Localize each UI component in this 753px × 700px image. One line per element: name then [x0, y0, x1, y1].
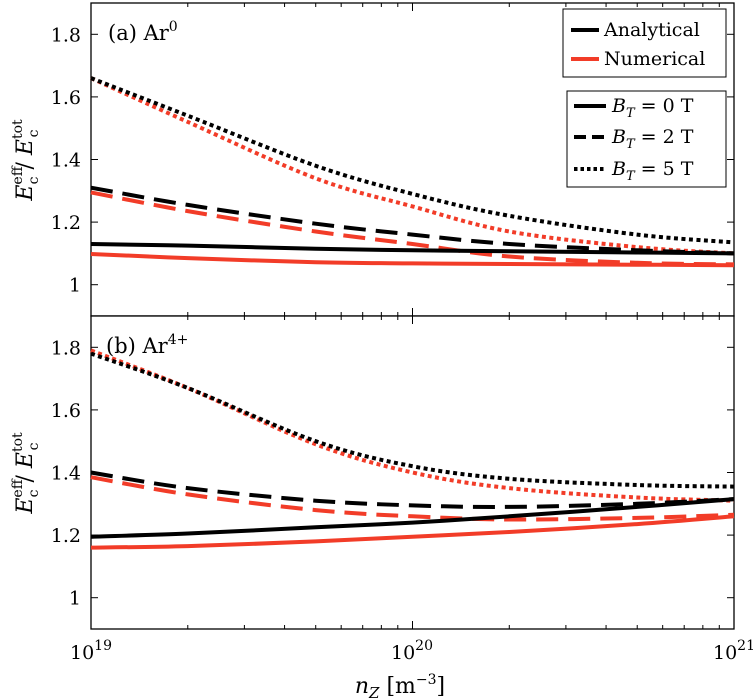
panel-b-line-numerical-bt5 — [90, 348, 735, 503]
x-tick-label-1e19: 1019 — [70, 638, 112, 664]
legend-analytical-label: Analytical — [603, 19, 700, 41]
panel-a-line-analytical-bt5 — [90, 76, 735, 245]
panel-b: 1 1.2 1.4 1.6 1.8 (b) Ar4+ — [51, 315, 735, 630]
legend-numerical-label: Numerical — [604, 48, 705, 70]
legend-model: Analytical Numerical — [562, 8, 727, 78]
x-tick-label-1e21: 1021 — [713, 638, 753, 664]
legend-model-box — [562, 8, 727, 78]
x-axis-label: nZ [m−3] — [355, 672, 445, 700]
x-tick-label-1e20: 1020 — [391, 638, 433, 664]
panel-b-line-analytical-bt5 — [90, 351, 735, 489]
panel-b-ticks: 1 1.2 1.4 1.6 1.8 — [51, 316, 734, 629]
panel-a-line-analytical-bt0 — [90, 242, 735, 256]
panel-b-series — [90, 348, 735, 550]
panel-a-ytick-label: 1.4 — [51, 150, 81, 172]
panel-b-line-analytical-bt0 — [90, 497, 735, 539]
legend-bt5-label: BT = 5 T — [611, 158, 694, 184]
panel-a-line-numerical-bt5 — [90, 76, 735, 256]
panel-a-ytick-label: 1 — [69, 275, 81, 297]
legend-field: BT = 0 T BT = 2 T BT = 5 T — [566, 90, 727, 188]
panel-a-line-numerical-bt0 — [90, 252, 735, 268]
panel-b-line-analytical-bt2 — [90, 470, 735, 509]
panel-a-ytick-label: 1.8 — [51, 24, 81, 46]
panel-b-line-numerical-bt0 — [90, 514, 735, 550]
panel-b-ytick-label: 1 — [69, 588, 81, 610]
panel-b-ytick-label: 1.8 — [51, 337, 81, 359]
panel-a: 1 1.2 1.4 1.6 1.8 (a) Ar0 Analytical Numeric… — [51, 2, 735, 317]
panel-a-ticks: 1 1.2 1.4 1.6 1.8 — [51, 3, 734, 316]
y-axis-label-a-text: Eeffc / Etotc — [10, 119, 42, 202]
panel-a-series — [90, 76, 735, 268]
panel-a-ytick-label: 1.6 — [51, 87, 81, 109]
y-axis-label-b-text: Eeffc / Etotc — [10, 432, 42, 515]
panel-a-ytick-label: 1.2 — [51, 212, 81, 234]
panel-b-ytick-label: 1.6 — [51, 400, 81, 422]
y-axis-label-b: Eeffc / Etotc — [10, 432, 42, 515]
panel-b-ytick-label: 1.2 — [51, 525, 81, 547]
legend-bt0-label: BT = 0 T — [611, 95, 694, 121]
panel-b-title: (b) Ar4+ — [106, 332, 188, 358]
panel-b-axes-box — [90, 315, 735, 630]
panel-b-ytick-label: 1.4 — [51, 463, 81, 485]
panel-b-line-numerical-bt2 — [90, 475, 735, 522]
panel-a-line-analytical-bt2 — [90, 185, 735, 256]
legend-bt2-label: BT = 2 T — [611, 126, 694, 152]
y-axis-label-a: Eeffc / Etotc — [10, 119, 42, 202]
panel-a-title: (a) Ar0 — [108, 19, 178, 45]
x-tick-labels: 1019 1020 1021 — [70, 638, 753, 664]
